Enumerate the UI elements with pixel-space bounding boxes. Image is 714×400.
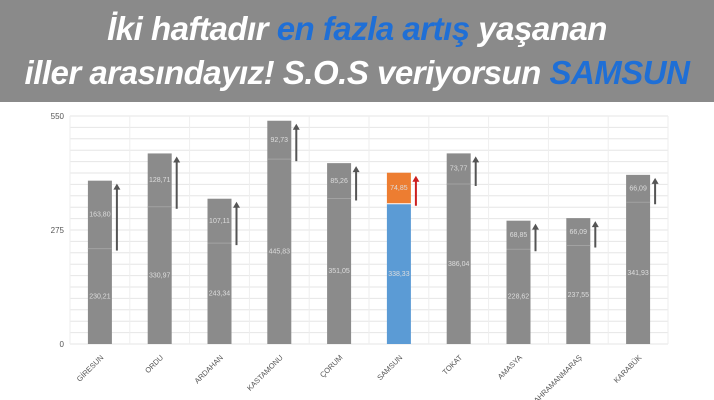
- bar-value-label: 237,55: [568, 292, 590, 299]
- headline-text: yaşanan: [469, 10, 607, 47]
- up-arrow-icon: [233, 201, 240, 208]
- up-arrow-icon: [591, 221, 599, 228]
- bar-base-segment: [147, 206, 172, 344]
- x-category-label: TOKAT: [441, 353, 465, 377]
- bar-value-label: 74,85: [390, 185, 408, 192]
- x-category-label: SAMSUN: [375, 353, 404, 382]
- bar-value-label: 128,71: [149, 177, 171, 184]
- headline-banner: İki haftadır en fazla artış yaşanan ille…: [0, 0, 714, 102]
- bar-value-label: 338,33: [388, 271, 410, 278]
- bar-base-segment: [506, 249, 531, 344]
- bar-increase-segment: [147, 153, 172, 207]
- up-arrow-icon: [412, 175, 420, 182]
- bar-increase-segment: [87, 180, 112, 249]
- bar-increase-segment: [626, 174, 651, 203]
- bar-value-label: 73,77: [450, 166, 468, 173]
- bar-value-label: 330,97: [149, 272, 171, 279]
- x-category-label: KASTAMONU: [245, 353, 285, 393]
- bar-increase-segment: [386, 172, 411, 204]
- bar-base-segment: [267, 159, 292, 344]
- bar-increase-segment: [506, 220, 531, 250]
- bar-base-segment: [386, 203, 411, 344]
- bars: 230,21 163,80 330,97 128,71 243,34 107,11 445,…: [87, 120, 659, 344]
- up-arrow-icon: [292, 123, 300, 130]
- x-category-label: KARABÜK: [612, 353, 644, 385]
- bar-base-segment: [327, 198, 352, 344]
- bar-increase-segment: [327, 163, 352, 199]
- headline-highlight: SAMSUN: [549, 54, 690, 91]
- y-axis: 0 275 550: [51, 112, 65, 349]
- bar-base-segment: [566, 245, 591, 344]
- x-category-label: ORDU: [143, 353, 165, 375]
- bar-value-label: 85,26: [330, 178, 348, 185]
- up-arrow-icon: [352, 166, 360, 173]
- y-tick-label: 550: [51, 112, 65, 121]
- x-category-label: ÇORUM: [318, 353, 344, 379]
- bar-value-label: 92,73: [271, 137, 289, 144]
- bar-value-label: 66,09: [629, 186, 647, 193]
- x-category-label: AMASYA: [496, 353, 524, 381]
- x-category-label: ARDAHAN: [193, 353, 225, 385]
- bar-value-label: 341,93: [627, 270, 649, 277]
- bar-value-label: 243,34: [209, 291, 231, 298]
- bar-value-label: 68,85: [510, 232, 528, 239]
- y-tick-label: 275: [51, 226, 65, 235]
- up-arrow-icon: [113, 183, 121, 190]
- headline-text: iller arasındayız! S.O.S veriyorsun: [24, 54, 550, 91]
- bar-chart: 0 275 550 230,21 163,80 330,97 128,71 243,34 10…: [51, 112, 669, 400]
- x-category-label: KAHRAMANMARAŞ: [528, 353, 583, 400]
- bar-base-segment: [87, 248, 112, 344]
- y-tick-label: 0: [60, 340, 65, 349]
- up-arrow-icon: [472, 156, 480, 163]
- bar-base-segment: [446, 183, 471, 344]
- bar-value-label: 386,04: [448, 261, 470, 268]
- bar-value-label: 351,05: [328, 268, 350, 275]
- bar-increase-segment: [566, 218, 591, 246]
- bar-base-segment: [207, 243, 232, 344]
- x-category-label: GİRESUN: [75, 353, 106, 384]
- bar-increase-segment: [207, 198, 232, 244]
- bar-value-label: 66,09: [570, 229, 588, 236]
- bar-value-label: 445,83: [269, 249, 291, 256]
- bar-base-segment: [626, 202, 651, 344]
- bar-value-label: 163,80: [89, 212, 111, 219]
- headline-text: İki haftadır: [107, 10, 277, 47]
- headline-line-1: İki haftadır en fazla artış yaşanan: [0, 10, 714, 48]
- bar-value-label: 230,21: [89, 293, 111, 300]
- bar-increase-segment: [267, 120, 292, 160]
- headline-highlight: en fazla artış: [276, 10, 470, 47]
- x-axis: GİRESUN ORDU ARDAHAN KASTAMONU ÇORUM SAMSUN TO…: [75, 353, 644, 400]
- up-arrow-icon: [532, 223, 539, 230]
- up-arrow-icon: [651, 177, 659, 184]
- bar-increase-segment: [446, 153, 471, 184]
- headline-line-2: iller arasındayız! S.O.S veriyorsun SAMS…: [0, 54, 714, 92]
- bar-value-label: 107,11: [209, 218, 230, 225]
- up-arrow-icon: [173, 156, 181, 163]
- bar-value-label: 228,62: [508, 294, 530, 301]
